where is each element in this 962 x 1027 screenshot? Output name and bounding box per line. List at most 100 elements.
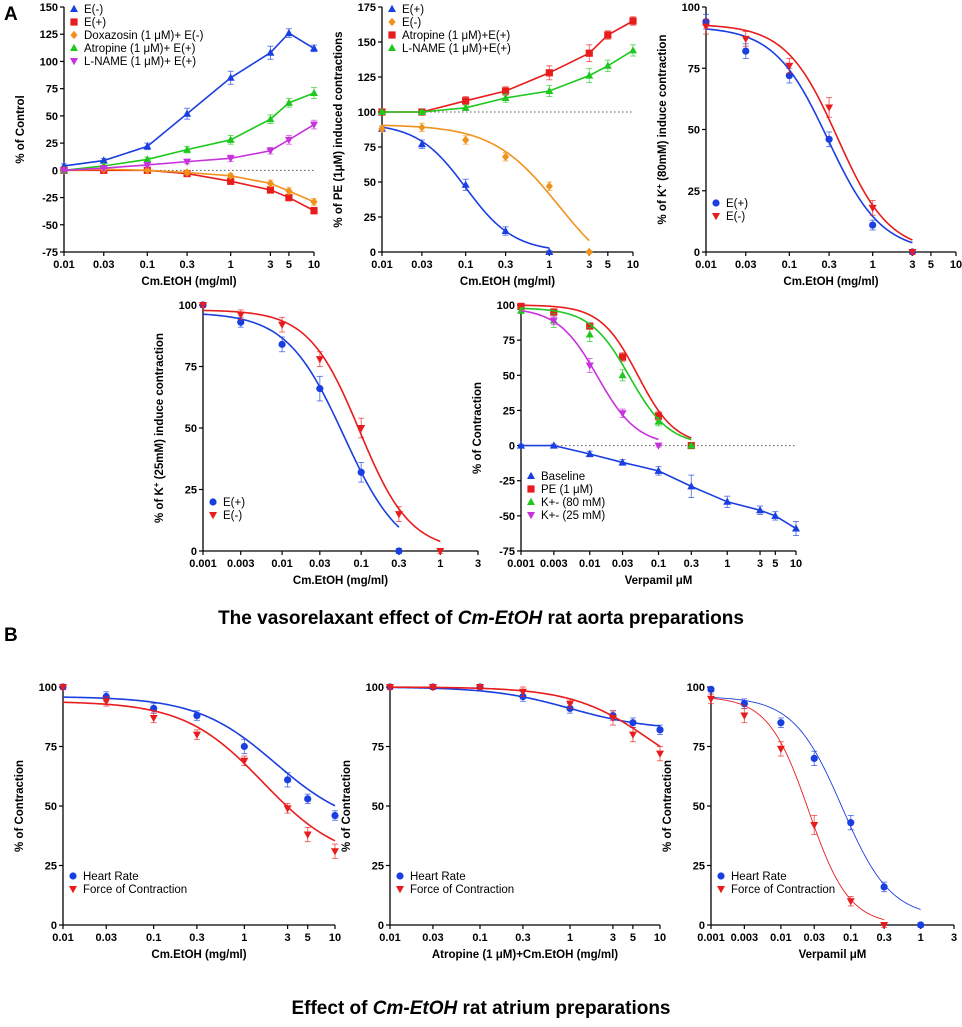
- data-point: [278, 322, 286, 329]
- y-axis-label: % of K+ (25mM) induce contraction: [152, 333, 167, 523]
- data-point: [227, 74, 235, 81]
- x-tick-label: 0.1: [146, 932, 161, 944]
- legend-marker: [388, 44, 396, 51]
- x-tick-label: 0.01: [579, 558, 600, 570]
- x-tick-label: 0.1: [651, 558, 666, 570]
- x-tick-label: 0.01: [52, 932, 73, 944]
- data-point: [304, 832, 312, 839]
- legend-label: K+- (80 mM): [541, 497, 605, 509]
- legend-marker: [70, 58, 78, 65]
- y-tick-label: 50: [46, 111, 58, 123]
- x-tick-label: 3: [285, 932, 291, 944]
- y-tick-label: 25: [185, 485, 197, 497]
- data-point: [502, 227, 510, 234]
- legend-marker: [712, 213, 720, 220]
- y-tick-label: 0: [191, 546, 197, 558]
- data-point: [310, 122, 318, 129]
- y-tick-label: 100: [366, 682, 384, 694]
- section-a-caption: The vasorelaxant effect of Cm-EtOH rat a…: [218, 608, 744, 629]
- legend-marker: [388, 5, 396, 12]
- data-point: [742, 36, 750, 43]
- y-axis-label: % of Contraction: [472, 382, 484, 474]
- legend-label: E(-): [726, 211, 745, 223]
- y-tick-label: 0: [378, 920, 384, 932]
- data-point: [395, 547, 402, 554]
- data-point: [316, 356, 324, 363]
- x-tick-label: 0.3: [498, 259, 513, 271]
- data-point: [881, 883, 888, 890]
- data-point: [418, 123, 425, 131]
- data-point: [193, 712, 200, 719]
- x-tick-label: 5: [305, 932, 311, 944]
- data-point: [304, 795, 311, 802]
- data-point: [546, 69, 553, 76]
- y-tick-label: 125: [40, 29, 58, 41]
- x-tick-label: 1: [724, 558, 730, 570]
- y-tick-label: 0: [51, 920, 57, 932]
- x-axis-label: Cm.EtOH (mg/ml): [460, 276, 555, 288]
- legend-label: L-NAME (1 μM)+E(+): [402, 43, 511, 55]
- y-tick-label: 50: [372, 801, 384, 813]
- data-point: [629, 719, 636, 726]
- data-point: [604, 62, 612, 69]
- legend: E(-)E(+)Doxazosin (1 μM)+ E(-)Atropine (…: [70, 4, 204, 68]
- legend-label: K+- (25 mM): [541, 510, 605, 522]
- x-tick-label: 3: [951, 932, 957, 944]
- x-tick-label: 0.01: [371, 259, 392, 271]
- section-b-caption: Effect of Cm-EtOH rat atrium preparation…: [291, 998, 670, 1019]
- y-tick-label: 75: [372, 742, 384, 754]
- x-tick-label: 0.01: [379, 932, 400, 944]
- legend-label: E(+): [84, 17, 106, 29]
- legend-marker: [527, 472, 535, 479]
- x-tick-label: 1: [241, 932, 247, 944]
- y-tick-label: 25: [688, 186, 700, 198]
- legend-label: Doxazosin (1 μM)+ E(-): [84, 30, 204, 42]
- x-tick-label: 1: [437, 558, 443, 570]
- y-tick-label: 75: [364, 142, 376, 154]
- data-point: [619, 410, 627, 417]
- legend-marker: [69, 886, 77, 893]
- data-point: [825, 136, 832, 143]
- legend-label: Atropine (1 μM)+ E(+): [84, 43, 196, 55]
- x-tick-label: 0.3: [821, 259, 836, 271]
- data-point: [310, 89, 318, 96]
- data-point: [707, 696, 715, 703]
- y-tick-label: 50: [185, 423, 197, 435]
- series-line: [382, 50, 633, 112]
- legend: E(+)E(-): [712, 198, 748, 223]
- data-point: [241, 743, 248, 750]
- x-tick-label: 3: [909, 259, 915, 271]
- y-tick-label: 150: [40, 2, 58, 14]
- x-tick-label: 0.3: [876, 932, 891, 944]
- data-point: [656, 751, 664, 758]
- data-point: [285, 137, 293, 144]
- x-tick-label: 5: [605, 259, 611, 271]
- y-tick-label: 75: [45, 742, 57, 754]
- x-tick-label: 0.3: [391, 558, 406, 570]
- data-point: [741, 700, 748, 707]
- x-tick-label: 0.3: [179, 259, 194, 271]
- legend-marker: [70, 5, 78, 12]
- y-tick-label: 50: [364, 177, 376, 189]
- data-point: [777, 719, 784, 726]
- y-tick-label: 100: [687, 682, 705, 694]
- data-point: [792, 524, 800, 531]
- data-point: [586, 330, 594, 337]
- legend-label: E(+): [223, 497, 245, 509]
- data-point: [462, 97, 469, 104]
- y-tick-label: 75: [46, 84, 58, 96]
- data-point: [278, 341, 285, 348]
- x-tick-label: 0.03: [804, 932, 825, 944]
- data-point: [629, 46, 637, 53]
- y-tick-label: -25: [499, 476, 515, 488]
- data-point: [825, 104, 833, 111]
- x-axis-label: Atropine (1 μM)+Cm.EtOH (mg/ml): [432, 949, 618, 961]
- data-point: [331, 812, 338, 819]
